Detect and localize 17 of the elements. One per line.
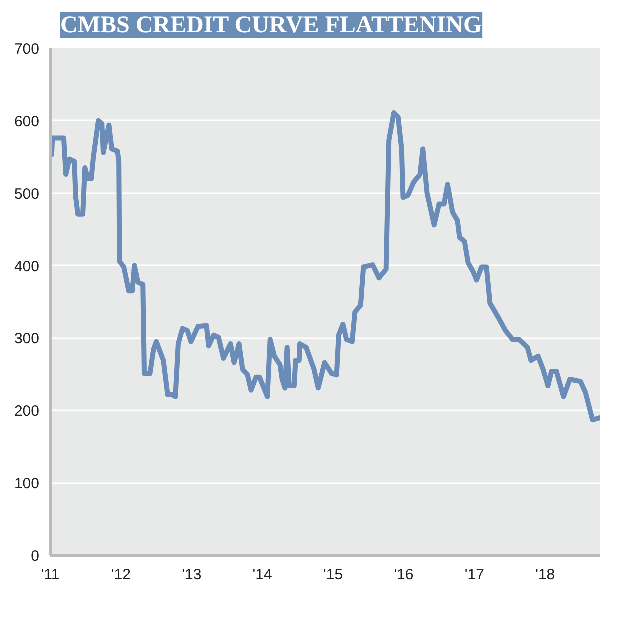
x-tick-label: '12 (111, 566, 131, 584)
y-tick-label: 500 (14, 186, 40, 203)
chart-title: CMBS CREDIT CURVE FLATTENING (60, 12, 482, 38)
y-tick-label: 600 (14, 113, 40, 130)
x-tick-label: '17 (464, 566, 484, 584)
x-tick-label: '13 (182, 566, 202, 584)
x-tick-label: '18 (536, 566, 556, 584)
x-tick-label: '11 (41, 566, 60, 584)
y-tick-label: 0 (31, 548, 40, 565)
y-tick-label: 100 (14, 476, 40, 493)
y-tick-label: 700 (14, 41, 40, 58)
x-tick-label: '16 (394, 566, 414, 584)
y-tick-label: 200 (14, 403, 40, 420)
y-tick-label: 300 (14, 330, 40, 348)
x-tick-label: '14 (252, 566, 272, 584)
x-tick-label: '15 (324, 566, 344, 584)
y-tick-label: 400 (14, 258, 40, 276)
